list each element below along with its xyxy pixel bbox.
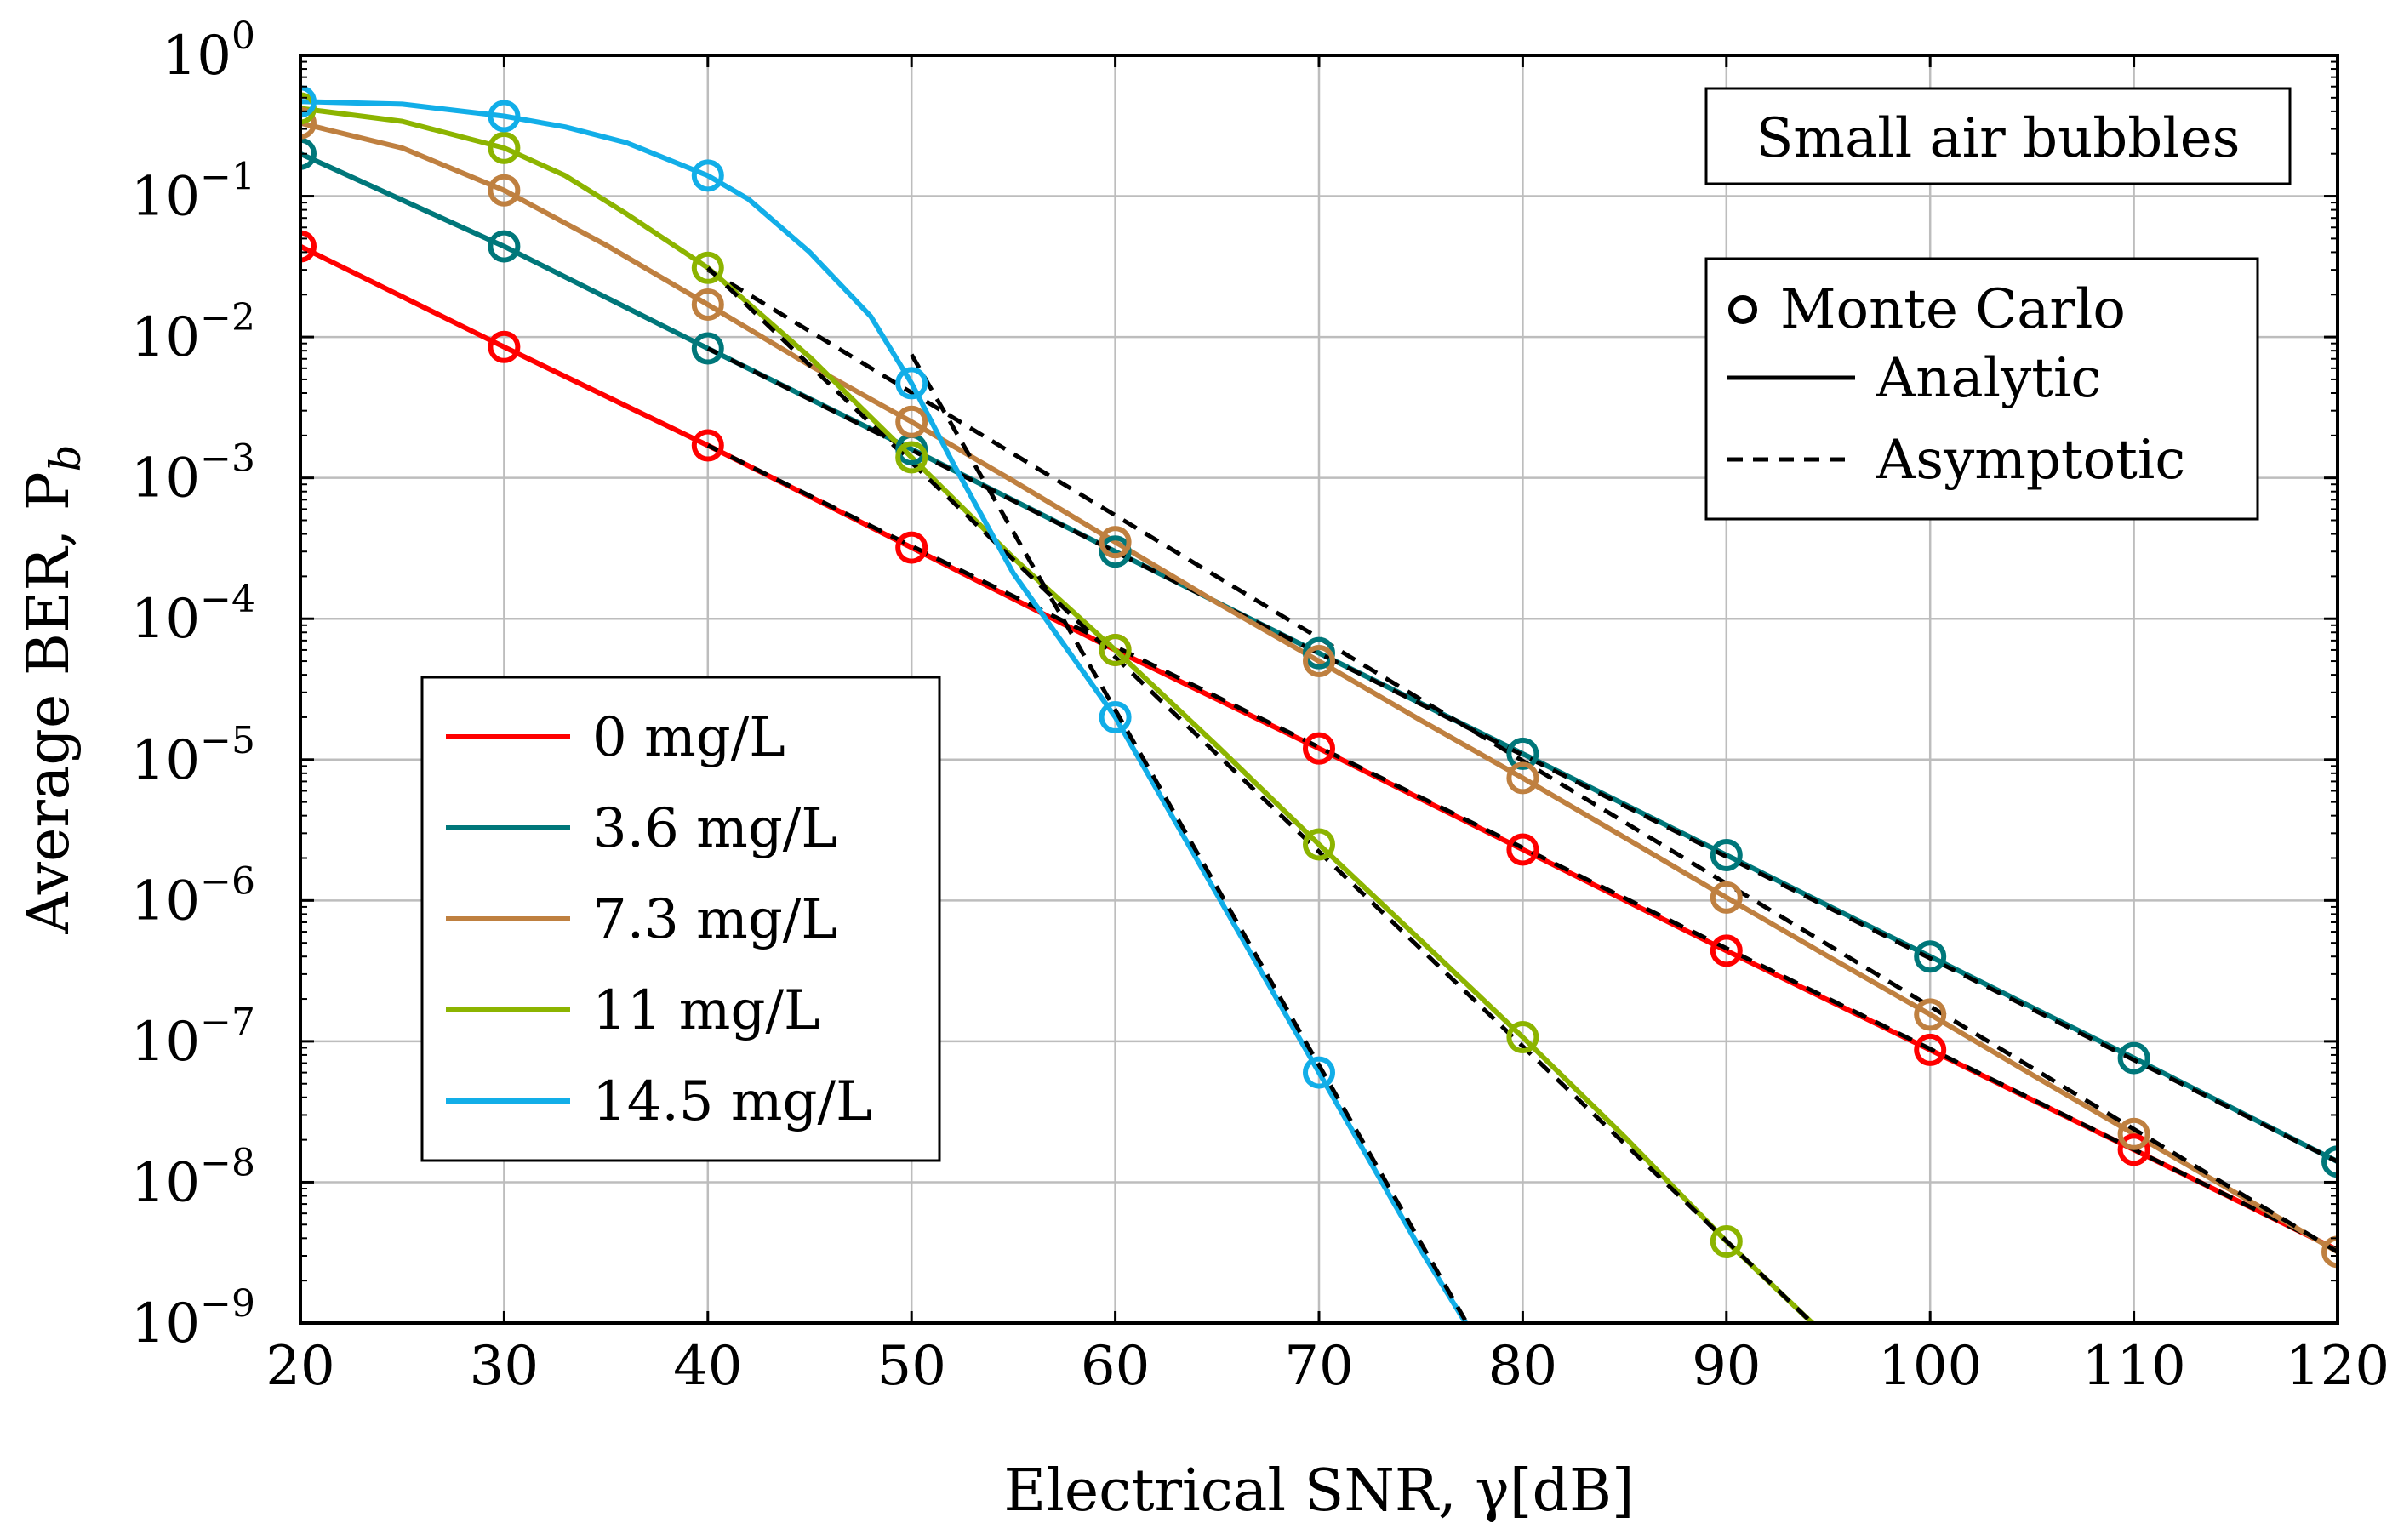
y-tick-label: 10−4 bbox=[131, 578, 255, 651]
legend-series: 0 mg/L 3.6 mg/L 7.3 mg/L 11 mg/L 14.5 mg/L bbox=[420, 676, 941, 1162]
monte-carlo-point-3-6-mg-l bbox=[488, 230, 521, 263]
asymptotic-line-11-mg-l bbox=[706, 265, 1816, 1323]
monte-carlo-point-7-3-mg-l bbox=[1506, 761, 1539, 795]
y-axis-label: Average BER, Pb bbox=[15, 444, 90, 934]
monte-carlo-point-7-3-mg-l bbox=[1710, 881, 1743, 914]
asymptotic-line-3-6-mg-l bbox=[706, 346, 2338, 1164]
monte-carlo-point-7-3-mg-l bbox=[895, 405, 928, 438]
monte-carlo-point-14-5-mg-l bbox=[691, 159, 724, 192]
x-tick-labels: 20 30 40 50 60 70 80 90 100 110 120 bbox=[265, 1335, 2389, 1398]
monte-carlo-point-11-mg-l bbox=[895, 441, 928, 474]
monte-carlo-point-0-mg-l bbox=[300, 230, 317, 263]
monte-carlo-point-11-mg-l bbox=[1099, 633, 1132, 666]
monte-carlo-point-3-6-mg-l bbox=[691, 332, 724, 365]
asymptotic-line-0-mg-l bbox=[706, 443, 2338, 1252]
monte-carlo-point-14-5-mg-l bbox=[1099, 700, 1132, 733]
x-tick-label: 60 bbox=[1081, 1335, 1150, 1398]
x-tick-label: 50 bbox=[876, 1335, 945, 1398]
y-axis-label-main: Average BER, P bbox=[15, 471, 83, 934]
x-tick-label: 70 bbox=[1284, 1335, 1353, 1398]
annotation-text: Small air bubbles bbox=[1756, 107, 2241, 170]
monte-carlo-point-3-6-mg-l bbox=[1099, 535, 1132, 568]
monte-carlo-point-0-mg-l bbox=[895, 531, 928, 564]
monte-carlo-point-7-3-mg-l bbox=[300, 106, 317, 140]
y-tick-label: 10−1 bbox=[131, 156, 255, 229]
analytic-line-7-3-mg-l bbox=[300, 120, 2338, 1254]
monte-carlo-point-7-3-mg-l bbox=[1099, 526, 1132, 559]
x-tick-label: 40 bbox=[673, 1335, 742, 1398]
y-tick-label: 10−5 bbox=[131, 719, 255, 792]
monte-carlo-point-3-6-mg-l bbox=[2321, 1145, 2338, 1178]
x-tick-label: 20 bbox=[265, 1335, 334, 1398]
monte-carlo-point-14-5-mg-l bbox=[488, 100, 521, 133]
monte-carlo-point-11-mg-l bbox=[1303, 828, 1335, 861]
x-axis-label: Electrical SNR, γ[dB] bbox=[1004, 1457, 1635, 1525]
series-group bbox=[300, 85, 2338, 1323]
monte-carlo-point-0-mg-l bbox=[1506, 833, 1539, 866]
y-tick-label: 10−6 bbox=[131, 859, 255, 933]
y-tick-label: 10−8 bbox=[131, 1141, 255, 1214]
monte-carlo-point-3-6-mg-l bbox=[1710, 838, 1743, 871]
legend-monte-carlo-symbol bbox=[1728, 295, 1757, 324]
monte-carlo-point-7-3-mg-l bbox=[2321, 1235, 2338, 1269]
x-tick-label: 110 bbox=[2082, 1335, 2186, 1398]
asymptotic-line-14-5-mg-l bbox=[910, 353, 1470, 1323]
monte-carlo-point-0-mg-l bbox=[1914, 1033, 1947, 1066]
monte-carlo-point-0-mg-l bbox=[1303, 732, 1335, 765]
monte-carlo-point-14-5-mg-l bbox=[895, 367, 928, 400]
analytic-line-14-5-mg-l bbox=[300, 99, 1469, 1323]
y-tick-label: 10−7 bbox=[131, 1001, 255, 1074]
x-tick-label: 100 bbox=[1878, 1335, 1982, 1398]
axis-ticks bbox=[299, 54, 2339, 1325]
legend-series-label: 14.5 mg/L bbox=[592, 1070, 872, 1133]
monte-carlo-point-11-mg-l bbox=[1506, 1021, 1539, 1054]
y-axis-label-sub: b bbox=[41, 444, 90, 471]
y-tick-label: 100 bbox=[163, 14, 255, 88]
series-layer bbox=[300, 85, 2338, 1323]
legend-series-label: 11 mg/L bbox=[592, 979, 820, 1042]
x-tick-label: 80 bbox=[1488, 1335, 1557, 1398]
monte-carlo-point-0-mg-l bbox=[488, 330, 521, 363]
monte-carlo-point-11-mg-l bbox=[1710, 1225, 1743, 1258]
y-tick-label: 10−2 bbox=[131, 296, 255, 369]
monte-carlo-point-14-5-mg-l bbox=[300, 85, 317, 118]
legend-markers: Monte Carlo Analytic Asymptotic bbox=[1704, 257, 2259, 521]
y-tick-labels: 10−9 10−8 10−7 10−6 10−5 10−4 10−3 10−2 10−1 100 bbox=[131, 14, 255, 1355]
asymptotic-line-7-3-mg-l bbox=[706, 267, 2338, 1254]
monte-carlo-point-7-3-mg-l bbox=[2117, 1117, 2150, 1150]
monte-carlo-point-7-3-mg-l bbox=[1303, 645, 1335, 678]
legend-series-label: 0 mg/L bbox=[592, 706, 785, 769]
y-tick-label: 10−3 bbox=[131, 437, 255, 510]
x-tick-label: 120 bbox=[2286, 1335, 2389, 1398]
monte-carlo-point-7-3-mg-l bbox=[1914, 998, 1947, 1031]
monte-carlo-point-7-3-mg-l bbox=[691, 288, 724, 321]
legend-series-label: 7.3 mg/L bbox=[592, 888, 837, 951]
x-tick-label: 30 bbox=[470, 1335, 539, 1398]
monte-carlo-point-3-6-mg-l bbox=[2117, 1041, 2150, 1075]
monte-carlo-point-11-mg-l bbox=[691, 251, 724, 284]
legend-asymptotic-label: Asymptotic bbox=[1876, 429, 2185, 492]
monte-carlo-point-0-mg-l bbox=[1710, 934, 1743, 967]
x-tick-label: 90 bbox=[1692, 1335, 1761, 1398]
monte-carlo-point-11-mg-l bbox=[488, 131, 521, 164]
monte-carlo-point-3-6-mg-l bbox=[1506, 737, 1539, 770]
monte-carlo-point-7-3-mg-l bbox=[488, 174, 521, 207]
monte-carlo-point-0-mg-l bbox=[2117, 1133, 2150, 1166]
legend-analytic-label: Analytic bbox=[1876, 347, 2101, 410]
legend-monte-carlo-label: Monte Carlo bbox=[1780, 278, 2126, 341]
annotation-box: Small air bubbles bbox=[1704, 87, 2292, 185]
monte-carlo-point-3-6-mg-l bbox=[1914, 940, 1947, 973]
y-tick-label: 10−9 bbox=[131, 1282, 255, 1355]
monte-carlo-point-0-mg-l bbox=[691, 429, 724, 462]
monte-carlo-point-14-5-mg-l bbox=[1303, 1056, 1335, 1089]
monte-carlo-point-3-6-mg-l bbox=[300, 137, 317, 170]
legend-series-label: 3.6 mg/L bbox=[592, 797, 837, 860]
